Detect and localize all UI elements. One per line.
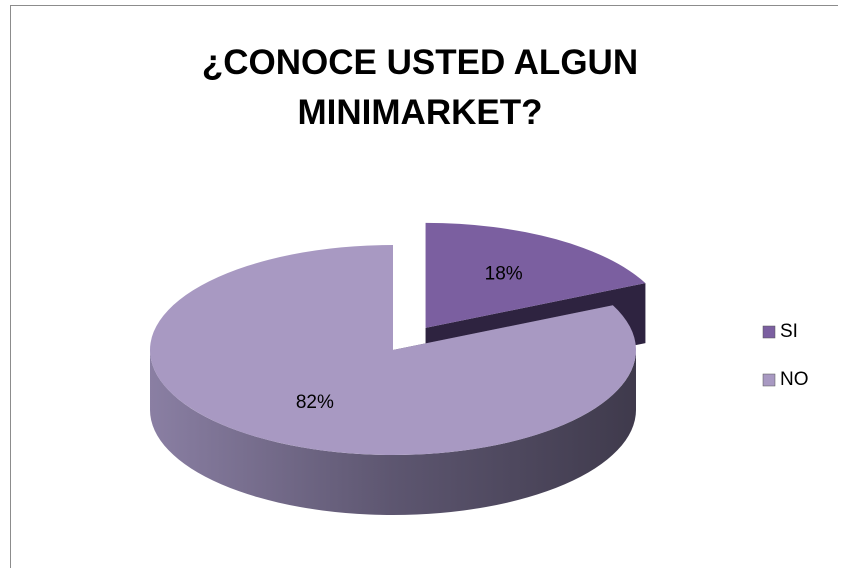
legend-label: SI <box>780 321 798 342</box>
chart-title: ¿CONOCE USTED ALGUN MINIMARKET? <box>201 43 639 132</box>
legend-swatch <box>762 373 776 387</box>
legend-label: NO <box>780 369 809 390</box>
chart-frame <box>10 5 838 568</box>
legend-swatch <box>762 325 776 339</box>
slice-side <box>150 350 636 515</box>
data-label: 82% <box>296 392 334 413</box>
pie-slice <box>149 245 636 456</box>
pie-slice <box>425 222 646 328</box>
data-label: 18% <box>485 264 523 285</box>
